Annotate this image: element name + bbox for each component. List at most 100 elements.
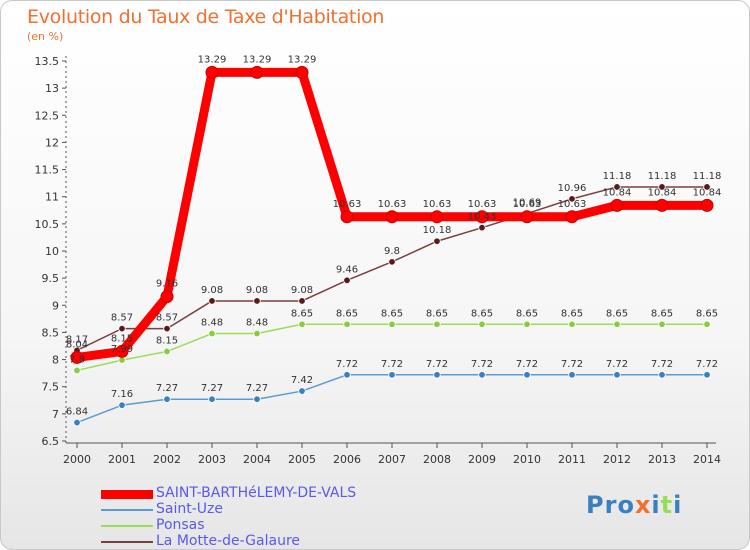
logo-letter: P	[586, 491, 605, 519]
data-label: 7.72	[696, 359, 718, 370]
data-point	[253, 297, 261, 305]
data-label: 8.48	[201, 318, 223, 329]
data-point	[253, 395, 261, 403]
chart-unit-label: (en %)	[27, 30, 64, 43]
data-label: 11.18	[693, 171, 722, 182]
data-point	[703, 371, 711, 379]
data-label: 9.08	[201, 285, 223, 296]
data-label: 13.29	[288, 54, 317, 65]
data-label: 11.18	[603, 171, 632, 182]
series-markers	[70, 65, 714, 427]
data-label: 7.72	[381, 359, 403, 370]
data-label: 8.17	[66, 334, 88, 345]
logo-letter: i	[651, 491, 661, 519]
data-point	[160, 290, 174, 304]
x-tick-label: 2012	[603, 453, 631, 466]
data-label: 8.65	[561, 308, 583, 319]
data-label: 7.99	[111, 344, 133, 355]
data-label: 7.16	[111, 389, 133, 400]
x-tick-label: 2009	[468, 453, 496, 466]
data-point	[433, 237, 441, 245]
data-point	[208, 297, 216, 305]
data-point	[655, 198, 669, 212]
logo-letter: r	[604, 491, 618, 519]
data-point	[205, 65, 219, 79]
data-point	[70, 350, 84, 364]
y-tick-label: 11.5	[35, 164, 60, 177]
data-point	[700, 198, 714, 212]
data-point	[73, 366, 81, 375]
data-label: 10.63	[513, 199, 542, 210]
series-line	[76, 374, 707, 424]
data-point	[73, 418, 81, 427]
data-label: 8.65	[381, 308, 403, 319]
data-point	[388, 371, 396, 379]
data-point	[208, 395, 216, 403]
data-point	[568, 195, 576, 203]
data-label: 8.15	[156, 335, 178, 346]
data-point	[163, 347, 171, 356]
y-tick-label: 9	[52, 299, 59, 312]
data-label: 8.15	[111, 333, 133, 344]
data-point	[565, 210, 579, 224]
data-label: 7.72	[471, 359, 493, 370]
data-point	[613, 320, 621, 328]
data-label: 8.57	[156, 313, 178, 324]
x-tick-label: 2004	[243, 453, 271, 466]
data-point	[163, 324, 171, 333]
data-label: 7.72	[606, 359, 628, 370]
data-point	[523, 320, 531, 328]
y-tick-label: 8.5	[42, 326, 60, 339]
x-tick-label: 2000	[63, 453, 91, 466]
data-label: 9.46	[336, 264, 358, 275]
data-label: 7.27	[156, 383, 178, 394]
x-tick-label: 2001	[108, 453, 136, 466]
data-point	[253, 329, 261, 338]
data-label: 7.72	[651, 359, 673, 370]
data-point	[478, 320, 486, 328]
proxiti-logo: Proxiti	[586, 491, 682, 519]
data-label: 8.65	[651, 308, 673, 319]
x-tick-label: 2011	[558, 453, 586, 466]
data-point	[658, 320, 666, 328]
legend-swatch	[101, 509, 153, 511]
x-tick-label: 2002	[153, 453, 181, 466]
legend-swatch	[101, 490, 153, 499]
data-label: 9.08	[246, 285, 268, 296]
data-label: 8.65	[471, 308, 493, 319]
data-label: 6.84	[66, 407, 88, 418]
logo-letter: x	[634, 491, 652, 519]
y-tick-label: 12.5	[35, 109, 60, 122]
data-point	[568, 320, 576, 328]
legend-label: SAINT-BARTHéLEMY-DE-VALS	[156, 485, 357, 501]
data-point	[343, 320, 351, 328]
data-label: 7.42	[291, 375, 313, 386]
data-point	[298, 387, 306, 395]
y-tick-label: 12	[45, 136, 59, 149]
x-tick-label: 2005	[288, 453, 316, 466]
x-tick-label: 2013	[648, 453, 676, 466]
data-label: 7.27	[201, 383, 223, 394]
data-label: 8.65	[606, 308, 628, 319]
data-point	[703, 320, 711, 328]
data-point	[385, 210, 399, 224]
data-label: 10.63	[558, 199, 587, 210]
data-label: 10.63	[468, 199, 497, 210]
data-point	[523, 371, 531, 379]
data-point	[613, 371, 621, 379]
data-label: 7.72	[426, 359, 448, 370]
y-tick-label: 7	[52, 408, 59, 421]
y-tick-label: 10.5	[35, 218, 60, 231]
data-label: 10.84	[603, 187, 632, 198]
data-point	[388, 320, 396, 328]
data-point	[118, 401, 126, 409]
y-tick-label: 7.5	[42, 381, 60, 394]
data-point	[115, 344, 129, 358]
data-point	[478, 371, 486, 379]
data-label: 10.18	[423, 225, 452, 236]
data-point	[433, 320, 441, 328]
data-label: 13.29	[198, 54, 227, 65]
y-tick-label: 13	[45, 82, 59, 95]
legend-label: La Motte-de-Galaure	[156, 533, 301, 549]
